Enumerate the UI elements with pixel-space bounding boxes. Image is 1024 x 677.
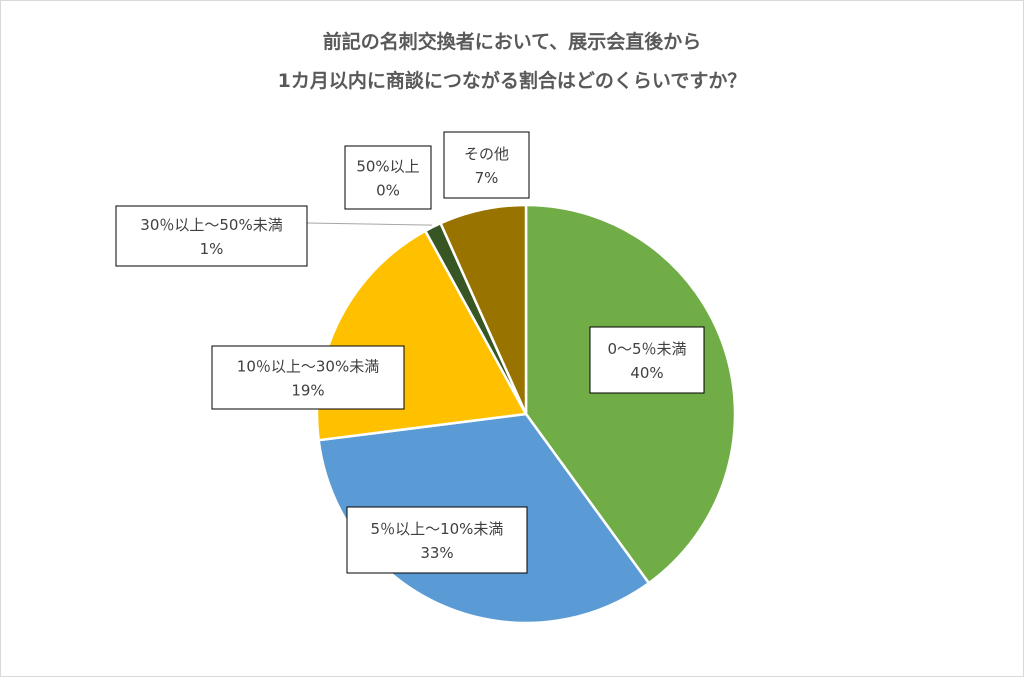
data-label-box (589, 326, 705, 394)
leader-lines (306, 222, 433, 226)
data-label-value: 19% (291, 382, 324, 400)
pie-slice (439, 203, 528, 416)
data-label-box (115, 205, 308, 267)
data-label-box (344, 145, 432, 210)
data-label-category: 30％以上～50%未満 (140, 216, 282, 234)
data-label: 5％以上～10%未満 33% (346, 506, 528, 574)
data-label-category: その他 (464, 145, 509, 163)
data-label: 50%以上 0% (344, 145, 432, 210)
data-label-category: 50%以上 (356, 158, 419, 176)
data-labels: 0～5％未満 40% 5％以上～10%未満 33% 10％以上～30%未満 19% 30％以… (115, 131, 705, 574)
data-label: 30％以上～50%未満 1% (115, 205, 308, 267)
data-label-box (346, 506, 528, 574)
data-label-value: 40% (630, 364, 663, 382)
data-label-category: 10％以上～30%未満 (237, 358, 379, 376)
chart-title-line-2: 1カ月以内に商談につながる割合はどのくらいですか？ (277, 70, 747, 92)
data-label-category: 5％以上～10%未満 (371, 520, 504, 538)
data-label-value: 7% (475, 169, 499, 187)
chart-title-line-1: 前記の名刺交換者において、展示会直後から (322, 31, 702, 53)
data-label: 10％以上～30%未満 19% (211, 345, 405, 410)
leader-line (306, 222, 433, 226)
data-label-value: 1% (200, 240, 224, 258)
data-label-value: 33% (420, 544, 453, 562)
data-label-box (443, 131, 530, 199)
data-label-box (211, 345, 405, 410)
data-label-category: 0～5％未満 (607, 340, 686, 358)
pie-slice (524, 203, 737, 585)
data-label: その他 7% (443, 131, 530, 199)
data-label: 0～5％未満 40% (589, 326, 705, 394)
data-label-value: 0% (376, 182, 400, 200)
